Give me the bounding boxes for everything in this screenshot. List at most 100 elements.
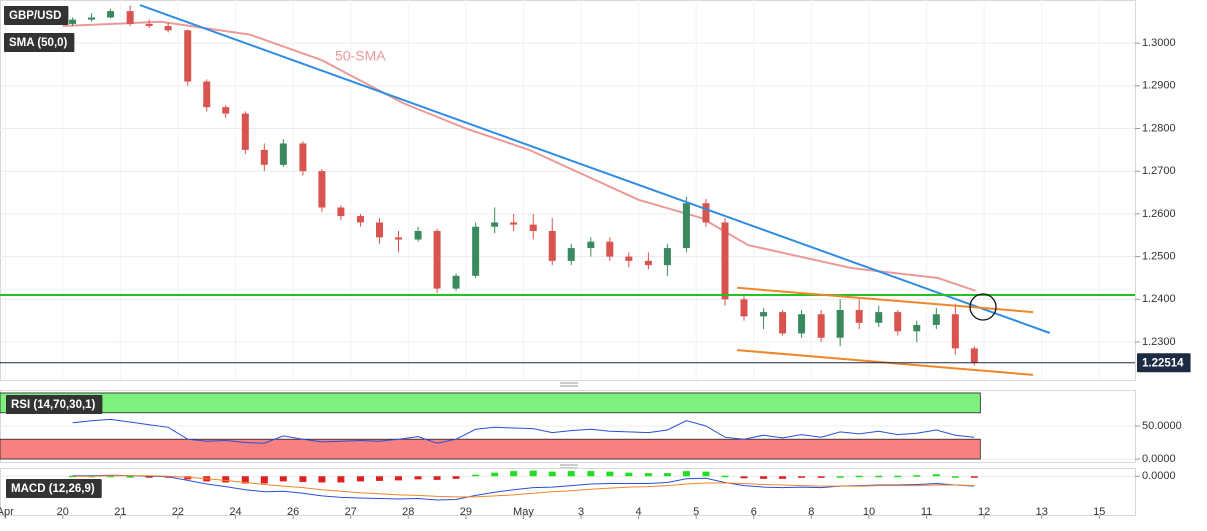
- rsi-line: [72, 418, 975, 444]
- candle-body: [337, 207, 345, 217]
- x-tick-label: 8: [808, 506, 814, 518]
- candle-body: [606, 241, 614, 257]
- candle-body: [529, 224, 537, 231]
- macd-histogram-bar: [682, 471, 690, 477]
- x-tick-label: 11: [921, 506, 932, 518]
- macd-histogram-bar: [644, 473, 652, 477]
- candle-body: [510, 222, 518, 225]
- candle-body: [241, 113, 249, 150]
- candle-body: [184, 30, 192, 82]
- y-tick-label: 1.2700: [1142, 165, 1176, 177]
- candle-body: [779, 312, 787, 334]
- x-tick-label: 28: [402, 506, 414, 518]
- macd-line: [72, 474, 975, 501]
- macd-histogram-bar: [529, 470, 537, 477]
- macd-histogram-bar: [126, 476, 134, 478]
- y-tick-label: 1.2500: [1142, 251, 1176, 263]
- macd-histogram-bar: [414, 476, 422, 480]
- macd-histogram-bar: [855, 475, 863, 478]
- macd-histogram-bar: [510, 471, 518, 477]
- macd-histogram-bar: [260, 476, 268, 484]
- macd-histogram-bar: [375, 476, 383, 481]
- label-text: RSI (14,70,30,1): [11, 399, 96, 411]
- candle-body: [587, 241, 595, 249]
- label-box: [4, 6, 69, 25]
- candle-body: [836, 309, 844, 338]
- sma-annotation: 50-SMA: [335, 48, 386, 64]
- candle-body: [798, 314, 806, 334]
- candle-body: [913, 324, 921, 332]
- macd-histogram-bar: [472, 474, 480, 477]
- candle-body: [414, 230, 422, 240]
- macd-histogram-bar: [452, 476, 460, 479]
- candle-body: [702, 203, 710, 223]
- label-box: [1137, 353, 1191, 373]
- highlight-circle: [969, 293, 997, 321]
- candle-body: [855, 309, 863, 323]
- label-box: [6, 479, 102, 498]
- candle-body: [663, 248, 671, 266]
- macd-histogram-bar: [721, 475, 729, 478]
- y-tick-label: 1.3000: [1142, 37, 1176, 49]
- candle-body: [299, 143, 307, 172]
- x-tick-label: 6: [751, 506, 757, 518]
- signal-line: [72, 475, 975, 498]
- y-tick-label: 1.2300: [1142, 336, 1176, 348]
- macd-histogram-bar: [779, 476, 787, 479]
- macd-histogram-bar: [702, 471, 710, 477]
- macd-histogram-bar: [587, 471, 595, 477]
- macd-histogram-bar: [241, 476, 249, 484]
- candle-body: [164, 26, 172, 31]
- rsi-band: [0, 392, 981, 414]
- candle-body: [126, 11, 134, 24]
- x-tick-label: 15: [1093, 506, 1105, 518]
- label-box: [4, 33, 75, 52]
- macd-histogram-bar: [606, 471, 614, 477]
- macd-histogram-bar: [491, 472, 499, 477]
- label-text: 1.22514: [1142, 357, 1184, 369]
- trend-line: [139, 4, 1051, 334]
- rsi-band: [0, 438, 981, 460]
- x-tick-label: 27: [345, 506, 357, 518]
- x-tick-label: 21: [114, 506, 126, 518]
- candle-body: [356, 216, 364, 223]
- candle-body: [88, 17, 96, 20]
- candle-body: [318, 171, 326, 208]
- x-tick-label: 22: [172, 506, 184, 518]
- candle-body: [260, 149, 268, 165]
- y-tick-label: 50.0000: [1142, 420, 1182, 432]
- y-tick-label: 0.0000: [1142, 453, 1176, 465]
- x-tick-label: 29: [460, 506, 472, 518]
- y-tick-label: 1.2400: [1142, 293, 1176, 305]
- candle-body: [69, 19, 77, 24]
- label-text: SMA (50,0): [9, 37, 68, 49]
- macd-histogram-bar: [337, 476, 345, 483]
- candle-body: [279, 143, 287, 165]
- macd-histogram-bar: [279, 476, 287, 482]
- macd-histogram-bar: [107, 475, 115, 478]
- label-text: MACD (12,26,9): [11, 483, 95, 495]
- candle-body: [951, 314, 959, 349]
- candle-body: [375, 222, 383, 238]
- candle-body: [740, 299, 748, 317]
- trend-line: [737, 286, 1034, 314]
- candle-body: [721, 222, 729, 300]
- macd-histogram-bar: [184, 476, 192, 480]
- macd-histogram-bar: [356, 476, 364, 482]
- label-text: GBP/USD: [9, 10, 61, 22]
- x-tick-label: 20: [57, 506, 69, 518]
- x-tick-label: 12: [978, 506, 990, 518]
- macd-histogram-bar: [740, 476, 748, 479]
- candle-body: [760, 312, 768, 317]
- y-tick-label: 1.2600: [1142, 208, 1176, 220]
- macd-histogram-bar: [836, 476, 844, 478]
- x-tick-label: 3: [578, 506, 584, 518]
- macd-histogram-bar: [951, 476, 959, 478]
- macd-histogram-bar: [625, 472, 633, 477]
- candle-body: [875, 312, 883, 323]
- candle-body: [472, 226, 480, 276]
- candle-body: [107, 11, 115, 18]
- macd-histogram-bar: [394, 476, 402, 481]
- x-tick-label: 13: [1036, 506, 1048, 518]
